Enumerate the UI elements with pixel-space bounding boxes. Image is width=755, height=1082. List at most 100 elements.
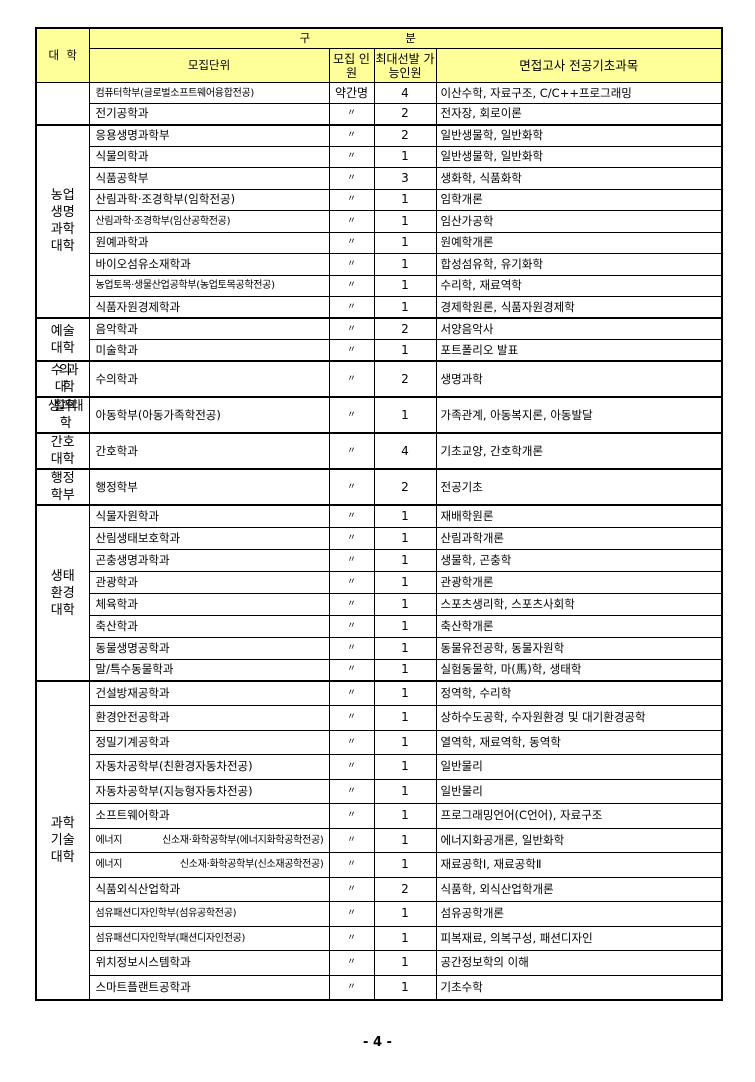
- table-row: 원예과학과 〃 1 원예학개론: [36, 231, 723, 254]
- college-cell: 수의과대학: [35, 360, 90, 398]
- unit-cell: 행정학부: [88, 468, 330, 506]
- recruit-cell: 〃: [328, 803, 375, 829]
- unit-cell: 체육학과: [88, 592, 330, 616]
- subjects-cell: 경제학원론, 식품자원경제학: [435, 296, 723, 319]
- max-cell: 2: [373, 876, 437, 902]
- recruit-cell: 〃: [328, 432, 375, 470]
- unit-cell: 아동학부(아동가족학전공): [88, 396, 330, 434]
- subjects-cell: 실험동물학, 마(馬)학, 생태학: [435, 658, 723, 682]
- table-row: 식품공학부 〃 3 생화학, 식품화학: [36, 167, 723, 190]
- table-row: 섬유패션디자인학부(섬유공학전공) 〃 1 섬유공학개론: [36, 901, 723, 927]
- max-cell: 1: [373, 145, 437, 168]
- college-cell: [35, 82, 90, 125]
- subjects-cell: 동물유전공학, 동물자원학: [435, 636, 723, 660]
- recruit-cell: 〃: [328, 360, 375, 398]
- college-cell: 행정학부: [35, 468, 90, 506]
- subjects-cell: 상하수도공학, 수자원환경 및 대기환경공학: [435, 705, 723, 731]
- recruit-cell: 〃: [328, 729, 375, 755]
- max-cell: 1: [373, 253, 437, 276]
- max-cell: 1: [373, 925, 437, 951]
- max-cell: 1: [373, 396, 437, 434]
- subjects-cell: 식품학, 외식산업학개론: [435, 876, 723, 902]
- unit-cell: 위치정보시스템학과: [88, 950, 330, 976]
- subjects-cell: 원예학개론: [435, 231, 723, 254]
- table-row: 에너지 신소재·화학공학부(에너지화학공학전공) 〃 1 에너지화공개론, 일반화학: [36, 827, 723, 853]
- unit-cell: 섬유패션디자인학부(패션디자인전공): [88, 925, 330, 951]
- subjects-cell: 산림과학개론: [435, 526, 723, 550]
- subjects-cell: 일반물리: [435, 778, 723, 804]
- subjects-cell: 피복재료, 의복구성, 패션디자인: [435, 925, 723, 951]
- subjects-cell: 정역학, 수리학: [435, 680, 723, 706]
- max-cell: 1: [373, 274, 437, 297]
- header-category: 구분: [88, 27, 723, 49]
- recruit-cell: 〃: [328, 396, 375, 434]
- college-label: 행정학부: [50, 471, 75, 503]
- unit-cell: 식품자원경제학과: [88, 296, 330, 319]
- max-cell: 4: [373, 82, 437, 104]
- table-row: 컴퓨터학부(글로벌소프트웨어융합전공) 약간명 4 이산수학, 자료구조, C/C++…: [35, 82, 723, 125]
- table-row: 자동차공학부(친환경자동차전공) 〃 1 일반물리: [36, 754, 723, 780]
- table-row: 식품외식산업학과 〃 2 식품학, 외식산업학개론: [36, 876, 723, 902]
- subjects-cell: 축산학개론: [435, 614, 723, 638]
- table-row: 산림생태보호학과 〃 1 산림과학개론: [36, 526, 723, 550]
- table-row: 식물의학과 〃 1 일반생물학, 일반화학: [36, 145, 723, 168]
- max-cell: 2: [373, 123, 437, 147]
- subjects-cell: 기초교양, 간호학개론: [435, 432, 723, 470]
- table-row: 농업토목·생물산업공학부(농업토목공학전공) 〃 1 수리학, 재료역학: [36, 274, 723, 297]
- recruit-cell: 〃: [328, 901, 375, 927]
- unit-cell: 응용생명과학부: [88, 123, 330, 147]
- max-cell: 1: [373, 827, 437, 853]
- subjects-cell: 일반생물학, 일반화학: [435, 123, 723, 147]
- subjects-cell: 프로그래밍언어(C언어), 자료구조: [435, 803, 723, 829]
- unit-cell: 간호학과: [88, 432, 330, 470]
- table-row: 환경안전공학과 〃 1 상하수도공학, 수자원환경 및 대기환경공학: [36, 705, 723, 731]
- unit-cell: 미술학과: [88, 339, 330, 362]
- table-row: 축산학과 〃 1 축산학개론: [36, 614, 723, 638]
- unit-cell: 음악학과: [88, 317, 330, 340]
- recruit-cell: 〃: [328, 274, 375, 297]
- subjects-cell: 생화학, 식품화학: [435, 167, 723, 190]
- header-college: 대 학: [35, 27, 90, 83]
- unit-cell: 산림과학·조경학부(임학전공): [88, 188, 330, 211]
- unit-cell: 축산학과: [88, 614, 330, 638]
- unit-cell: 식품공학부: [88, 167, 330, 190]
- subjects-cell: 재료공학Ⅰ, 재료공학Ⅱ: [435, 852, 723, 878]
- max-cell: 1: [373, 729, 437, 755]
- max-cell: 1: [373, 680, 437, 706]
- recruit-cell: 〃: [328, 188, 375, 211]
- max-cell: 1: [373, 339, 437, 362]
- subjects-cell: 열역학, 재료역학, 동역학: [435, 729, 723, 755]
- max-cell: 1: [373, 592, 437, 616]
- max-cell: 2: [373, 468, 437, 506]
- table-row: 전기공학과 〃 2 전자장, 회로이론: [36, 103, 723, 125]
- subjects-cell: 기초수학: [435, 974, 723, 1000]
- page-number: - 4 -: [363, 1035, 392, 1050]
- table-row: 바이오섬유소재학과 〃 1 합성섬유학, 유기화학: [36, 253, 723, 276]
- college-cell: 간호대학: [35, 432, 90, 470]
- max-cell: 1: [373, 210, 437, 233]
- max-cell: 1: [373, 296, 437, 319]
- table-row: 산림과학·조경학부(임산공학전공) 〃 1 임산가공학: [36, 210, 723, 233]
- table-row: 위치정보시스템학과 〃 1 공간정보학의 이해: [36, 950, 723, 976]
- subjects-cell: 공간정보학의 이해: [435, 950, 723, 976]
- table-row: 간호대학 간호학과 〃 4 기초교양, 간호학개론: [35, 432, 723, 470]
- max-cell: 1: [373, 950, 437, 976]
- header-max: 최대선발 가능인원: [373, 48, 437, 83]
- subjects-cell: 일반생물학, 일반화학: [435, 145, 723, 168]
- recruit-cell: 〃: [328, 680, 375, 706]
- subjects-cell: 재배학원론: [435, 504, 723, 528]
- unit-cell: 수의학과: [88, 360, 330, 398]
- table-row: 관광학과 〃 1 관광학개론: [36, 570, 723, 594]
- max-cell: 1: [373, 658, 437, 682]
- recruit-cell: 〃: [328, 974, 375, 1000]
- college-label: 생태환경대학: [50, 568, 75, 618]
- college-label: 농업생명과학대학: [50, 188, 75, 255]
- unit-cell: 곤충생명과학과: [88, 548, 330, 572]
- college-cell: 생태환경대학: [35, 504, 90, 682]
- recruit-cell: 〃: [328, 827, 375, 853]
- max-cell: 1: [373, 901, 437, 927]
- max-cell: 1: [373, 778, 437, 804]
- college-label: 간호대학: [50, 435, 75, 467]
- table-row: 행정학부 행정학부 〃 2 전공기초: [35, 468, 723, 506]
- recruit-cell: 〃: [328, 253, 375, 276]
